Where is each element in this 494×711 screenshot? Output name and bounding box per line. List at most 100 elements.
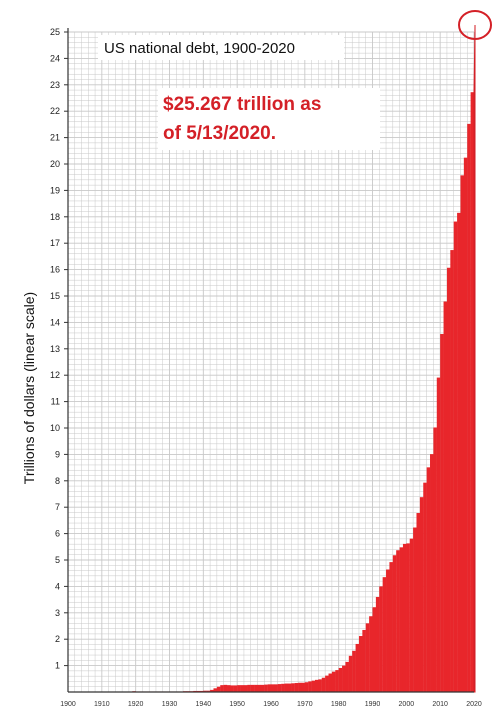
y-tick-label-7: 7 bbox=[55, 502, 60, 512]
x-tick-label-1990: 1990 bbox=[365, 701, 381, 708]
bar-1946 bbox=[223, 684, 228, 692]
y-tick-label-5: 5 bbox=[55, 555, 60, 565]
bar-2007 bbox=[430, 454, 434, 692]
bar-1954 bbox=[250, 684, 255, 692]
bar-2000 bbox=[406, 543, 410, 692]
bar-1985 bbox=[355, 643, 360, 692]
bar-2010 bbox=[440, 334, 444, 692]
x-tick-label-1900: 1900 bbox=[60, 701, 76, 708]
y-tick-label-23: 23 bbox=[50, 80, 60, 90]
bar-1992 bbox=[379, 586, 383, 692]
bar-1960 bbox=[271, 684, 275, 692]
bar-1977 bbox=[328, 673, 333, 692]
bar-2013 bbox=[450, 250, 454, 692]
bar-1970 bbox=[304, 682, 309, 692]
bar-1969 bbox=[301, 682, 305, 692]
x-tick-label-2000: 2000 bbox=[399, 701, 415, 708]
y-tick-label-18: 18 bbox=[50, 212, 60, 222]
title-background bbox=[98, 35, 344, 60]
annotation-line-2: of 5/13/2020. bbox=[163, 123, 276, 144]
bar-1950 bbox=[237, 685, 241, 692]
bar-1953 bbox=[247, 684, 251, 692]
y-tick-label-2: 2 bbox=[55, 634, 60, 644]
x-tick-label-1970: 1970 bbox=[297, 701, 313, 708]
bar-2017 bbox=[463, 157, 468, 692]
annotation-line-1: $25.267 trillion as bbox=[163, 94, 321, 115]
x-tick-label-1910: 1910 bbox=[94, 701, 110, 708]
bar-1987 bbox=[362, 629, 366, 692]
y-tick-label-3: 3 bbox=[55, 608, 60, 618]
chart-axes bbox=[67, 28, 474, 693]
x-tick-label-1930: 1930 bbox=[162, 701, 178, 708]
bar-2019 bbox=[470, 92, 475, 692]
bar-1976 bbox=[325, 675, 329, 692]
x-tick-label-2010: 2010 bbox=[432, 701, 448, 708]
bar-2004 bbox=[419, 497, 424, 692]
bar-1980 bbox=[338, 667, 343, 692]
bar-1973 bbox=[314, 679, 319, 692]
bar-2016 bbox=[460, 175, 464, 693]
bar-1991 bbox=[375, 596, 380, 692]
bar-2002 bbox=[413, 527, 417, 692]
bar-1951 bbox=[240, 685, 245, 692]
bar-1967 bbox=[294, 683, 299, 692]
bar-2015 bbox=[457, 212, 461, 692]
bar-1978 bbox=[331, 671, 336, 692]
y-tick-label-11: 11 bbox=[51, 397, 60, 407]
bar-1974 bbox=[318, 679, 322, 692]
x-tick-label-1950: 1950 bbox=[229, 701, 245, 708]
y-tick-label-16: 16 bbox=[50, 265, 60, 275]
y-tick-label-17: 17 bbox=[50, 238, 60, 248]
bar-1990 bbox=[372, 607, 377, 692]
bar-1971 bbox=[308, 681, 312, 692]
bar-2014 bbox=[453, 221, 458, 692]
debt-end-spike bbox=[473, 24, 476, 693]
y-tick-label-10: 10 bbox=[50, 423, 60, 433]
y-tick-label-19: 19 bbox=[50, 185, 60, 195]
y-tick-label-20: 20 bbox=[50, 159, 60, 169]
bar-1945 bbox=[220, 685, 224, 692]
bar-2009 bbox=[436, 377, 441, 692]
bar-1993 bbox=[382, 577, 387, 692]
bar-1940 bbox=[203, 690, 207, 692]
y-tick-label-8: 8 bbox=[55, 476, 60, 486]
bar-2008 bbox=[433, 427, 437, 692]
bar-1964 bbox=[284, 683, 289, 692]
bar-1972 bbox=[311, 680, 316, 692]
bar-1956 bbox=[257, 684, 261, 692]
x-tick-label-1940: 1940 bbox=[196, 701, 212, 708]
y-tick-label-14: 14 bbox=[50, 317, 60, 327]
bar-1995 bbox=[389, 562, 393, 692]
bar-1948 bbox=[230, 685, 234, 692]
y-tick-label-6: 6 bbox=[55, 529, 60, 539]
x-tick-label-1920: 1920 bbox=[128, 701, 144, 708]
bar-2005 bbox=[423, 482, 427, 692]
bar-1975 bbox=[321, 677, 326, 692]
y-tick-labels: 1234567891011121314151617181920212223242… bbox=[50, 27, 68, 671]
bar-1965 bbox=[287, 683, 292, 692]
x-tick-label-1980: 1980 bbox=[331, 701, 347, 708]
bar-2012 bbox=[446, 267, 451, 692]
bar-1968 bbox=[298, 682, 302, 692]
bar-1947 bbox=[227, 685, 231, 692]
bar-1989 bbox=[369, 616, 373, 692]
bar-1959 bbox=[267, 684, 272, 692]
bar-1963 bbox=[281, 683, 285, 692]
bar-2006 bbox=[426, 467, 431, 692]
bar-1984 bbox=[352, 650, 356, 692]
bar-1962 bbox=[277, 684, 282, 692]
y-axis-label: Trillions of dollars (linear scale) bbox=[21, 292, 37, 484]
bar-1986 bbox=[358, 636, 363, 692]
bar-1966 bbox=[291, 683, 295, 692]
y-tick-label-22: 22 bbox=[50, 106, 60, 116]
bar-1949 bbox=[233, 685, 238, 692]
bar-1981 bbox=[342, 665, 346, 692]
bar-1979 bbox=[335, 670, 339, 692]
y-tick-label-13: 13 bbox=[50, 344, 60, 354]
x-tick-label-2020: 2020 bbox=[466, 701, 482, 708]
bar-1952 bbox=[243, 685, 248, 692]
bar-1957 bbox=[260, 684, 265, 692]
bar-1997 bbox=[396, 550, 400, 692]
y-tick-label-24: 24 bbox=[50, 53, 60, 63]
